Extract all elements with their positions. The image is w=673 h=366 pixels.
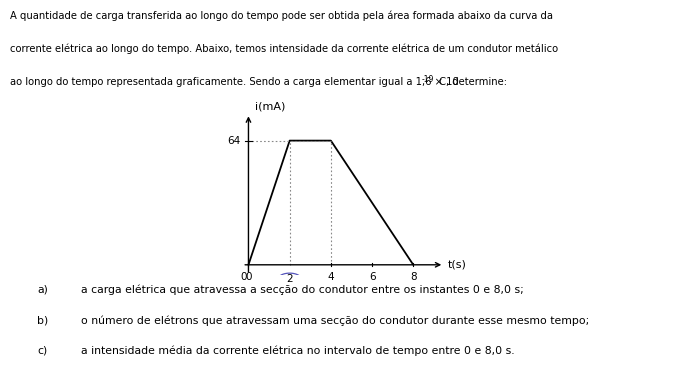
Text: a carga elétrica que atravessa a secção do condutor entre os instantes 0 e 8,0 s: a carga elétrica que atravessa a secção … — [81, 284, 524, 295]
Text: 6: 6 — [369, 272, 376, 281]
Text: 64: 64 — [227, 136, 240, 146]
Text: ao longo do tempo representada graficamente. Sendo a carga elementar igual a 1,6: ao longo do tempo representada graficame… — [10, 77, 459, 87]
Text: corrente elétrica ao longo do tempo. Abaixo, temos intensidade da corrente elétr: corrente elétrica ao longo do tempo. Aba… — [10, 44, 558, 55]
Text: 0: 0 — [240, 272, 246, 281]
Text: 8: 8 — [410, 272, 417, 281]
Text: 2: 2 — [286, 274, 293, 284]
Text: A quantidade de carga transferida ao longo do tempo pode ser obtida pela área fo: A quantidade de carga transferida ao lon… — [10, 11, 553, 22]
Text: a): a) — [37, 285, 48, 295]
Text: b): b) — [37, 316, 48, 326]
Text: t(s): t(s) — [448, 260, 466, 270]
Text: 4: 4 — [328, 272, 334, 281]
Text: a intensidade média da corrente elétrica no intervalo de tempo entre 0 e 8,0 s.: a intensidade média da corrente elétrica… — [81, 345, 514, 356]
Text: o número de elétrons que atravessam uma secção do condutor durante esse mesmo te: o número de elétrons que atravessam uma … — [81, 315, 589, 326]
Text: c): c) — [37, 346, 47, 356]
Text: -19: -19 — [422, 75, 434, 84]
Text: 0: 0 — [245, 272, 252, 281]
Text: i(mA): i(mA) — [254, 101, 285, 112]
Text: C, determine:: C, determine: — [436, 77, 507, 87]
